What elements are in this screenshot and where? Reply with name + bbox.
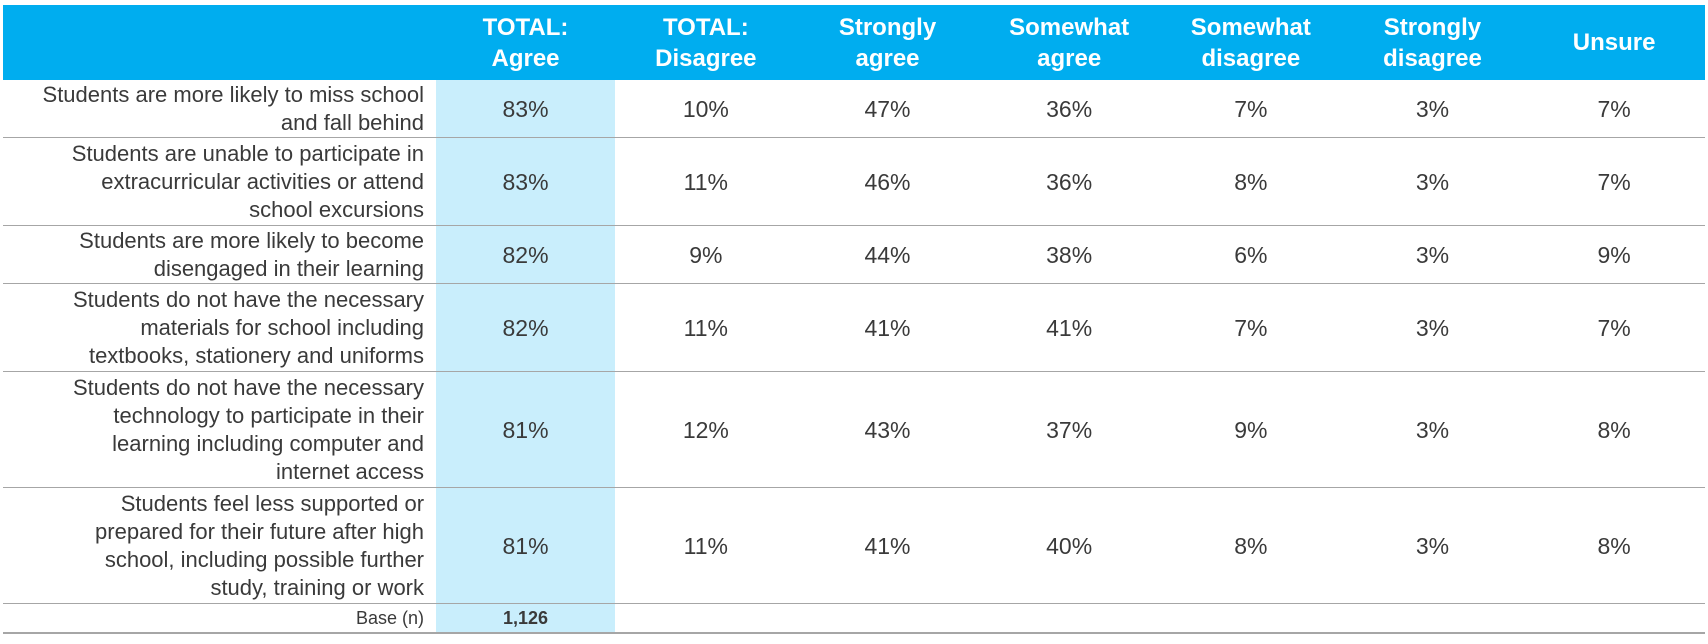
base-empty-cell — [615, 603, 797, 634]
table-row: Students do not have the necessary techno… — [3, 371, 1705, 488]
cell-strongly-disagree: 3% — [1341, 225, 1524, 284]
cell-strongly-agree: 41% — [796, 283, 979, 372]
base-label: Base (n) — [3, 603, 437, 634]
base-empty-cell — [1159, 603, 1342, 634]
cell-strongly-agree: 47% — [796, 80, 979, 138]
cell-total-disagree: 10% — [615, 80, 797, 138]
cell-somewhat-agree: 41% — [978, 283, 1160, 372]
cell-total-disagree: 12% — [615, 371, 797, 488]
header-somewhat-agree: Somewhat agree — [978, 5, 1160, 80]
table-row: Students do not have the necessary materi… — [3, 283, 1705, 372]
cell-total-disagree: 11% — [615, 487, 797, 604]
base-value: 1,126 — [436, 603, 616, 634]
cell-total-agree: 83% — [436, 137, 616, 226]
header-row: TOTAL: Agree TOTAL: Disagree Strongly agree… — [3, 5, 1705, 80]
cell-unsure: 8% — [1523, 487, 1705, 604]
cell-somewhat-disagree: 8% — [1159, 137, 1342, 226]
header-total-disagree: TOTAL: Disagree — [615, 5, 797, 80]
base-empty-cell — [1341, 603, 1524, 634]
table-row: Students feel less supported or prepared … — [3, 487, 1705, 604]
row-label: Students are unable to participate in ext… — [3, 137, 437, 226]
cell-total-agree: 83% — [436, 80, 616, 138]
table-row: Students are more likely to become diseng… — [3, 225, 1705, 284]
cell-unsure: 8% — [1523, 371, 1705, 488]
cell-unsure: 9% — [1523, 225, 1705, 284]
cell-strongly-disagree: 3% — [1341, 137, 1524, 226]
results-table-container: TOTAL: Agree TOTAL: Disagree Strongly agree… — [3, 5, 1705, 634]
base-row: Base (n) 1,126 — [3, 603, 1705, 634]
cell-total-agree: 82% — [436, 225, 616, 284]
cell-total-agree: 81% — [436, 487, 616, 604]
row-label: Students do not have the necessary materi… — [3, 283, 437, 372]
cell-unsure: 7% — [1523, 137, 1705, 226]
cell-somewhat-agree: 36% — [978, 137, 1160, 226]
cell-strongly-agree: 43% — [796, 371, 979, 488]
cell-total-disagree: 9% — [615, 225, 797, 284]
results-table: TOTAL: Agree TOTAL: Disagree Strongly agree… — [3, 5, 1705, 634]
cell-total-agree: 82% — [436, 283, 616, 372]
header-strongly-disagree: Strongly disagree — [1341, 5, 1524, 80]
row-label: Students are more likely to miss school a… — [3, 80, 437, 138]
cell-unsure: 7% — [1523, 283, 1705, 372]
row-label: Students feel less supported or prepared … — [3, 487, 437, 604]
cell-somewhat-disagree: 9% — [1159, 371, 1342, 488]
cell-somewhat-disagree: 7% — [1159, 283, 1342, 372]
cell-somewhat-disagree: 6% — [1159, 225, 1342, 284]
table-row: Students are more likely to miss school a… — [3, 80, 1705, 138]
cell-strongly-agree: 44% — [796, 225, 979, 284]
header-total-agree: TOTAL: Agree — [436, 5, 616, 80]
cell-strongly-agree: 41% — [796, 487, 979, 604]
cell-total-agree: 81% — [436, 371, 616, 488]
cell-strongly-disagree: 3% — [1341, 371, 1524, 488]
header-somewhat-disagree: Somewhat disagree — [1159, 5, 1342, 80]
cell-somewhat-agree: 36% — [978, 80, 1160, 138]
base-empty-cell — [796, 603, 979, 634]
cell-strongly-disagree: 3% — [1341, 487, 1524, 604]
table-row: Students are unable to participate in ext… — [3, 137, 1705, 226]
cell-total-disagree: 11% — [615, 283, 797, 372]
cell-somewhat-agree: 38% — [978, 225, 1160, 284]
cell-strongly-disagree: 3% — [1341, 80, 1524, 138]
cell-total-disagree: 11% — [615, 137, 797, 226]
base-empty-cell — [978, 603, 1160, 634]
row-label: Students are more likely to become diseng… — [3, 225, 437, 284]
header-blank-cell — [3, 5, 437, 80]
header-unsure: Unsure — [1523, 5, 1705, 80]
row-label: Students do not have the necessary techno… — [3, 371, 437, 488]
cell-somewhat-disagree: 8% — [1159, 487, 1342, 604]
cell-somewhat-disagree: 7% — [1159, 80, 1342, 138]
cell-strongly-agree: 46% — [796, 137, 979, 226]
cell-unsure: 7% — [1523, 80, 1705, 138]
cell-somewhat-agree: 37% — [978, 371, 1160, 488]
header-strongly-agree: Strongly agree — [796, 5, 979, 80]
cell-somewhat-agree: 40% — [978, 487, 1160, 604]
base-empty-cell — [1523, 603, 1705, 634]
cell-strongly-disagree: 3% — [1341, 283, 1524, 372]
